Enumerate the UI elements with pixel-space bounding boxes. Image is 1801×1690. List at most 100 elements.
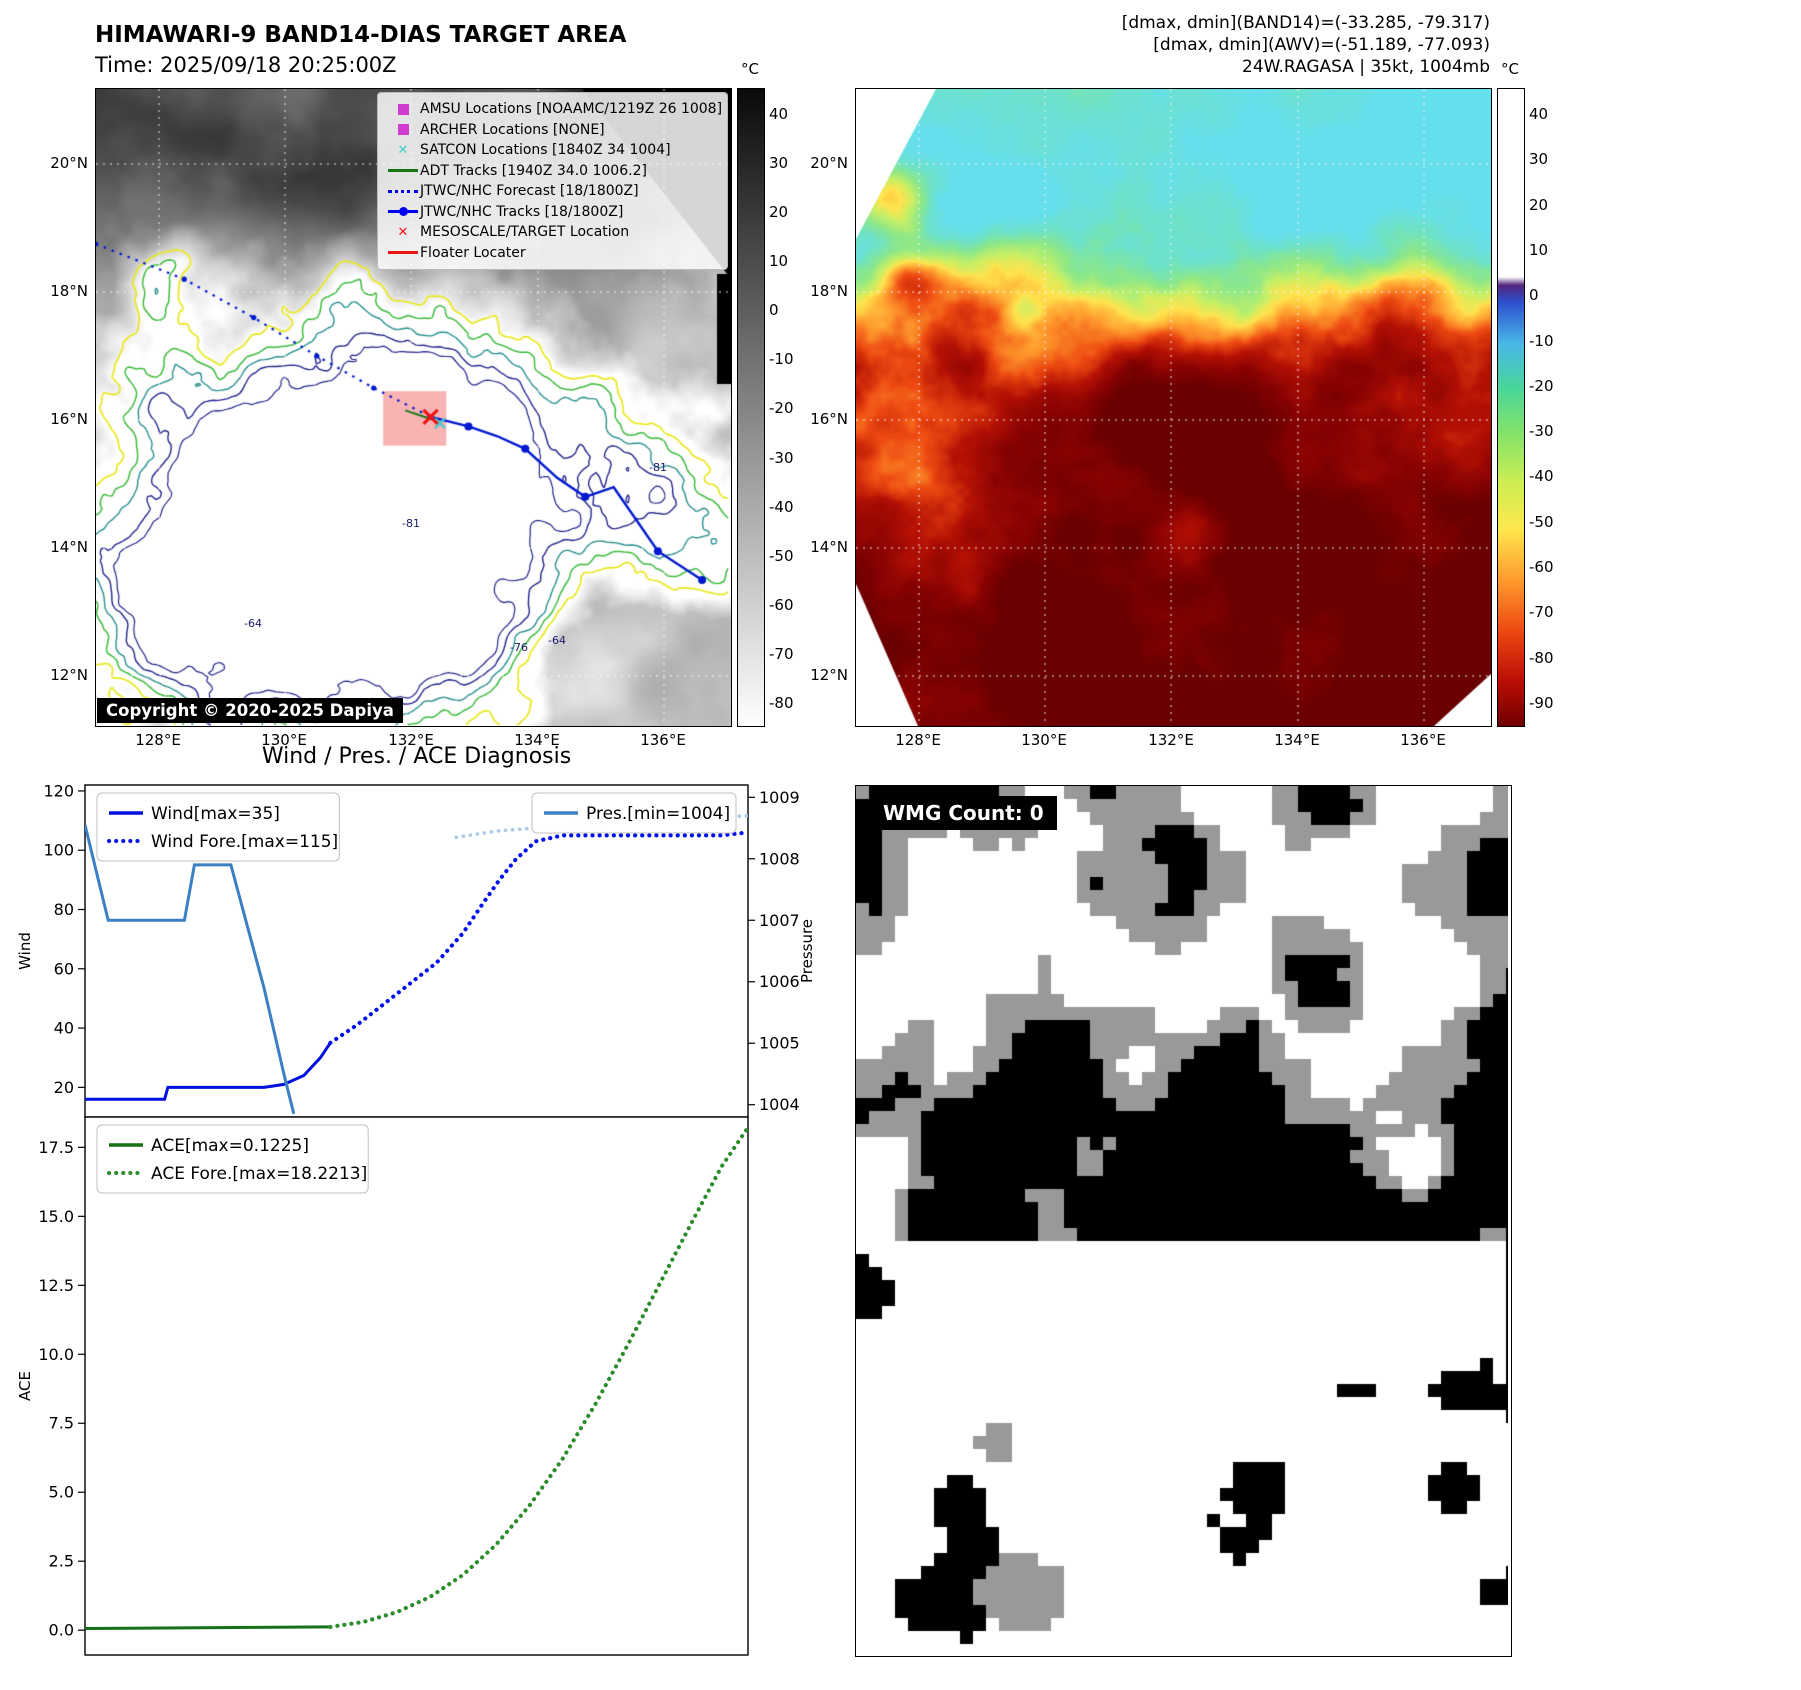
awv-lat-tick-label: 16°N <box>810 410 848 428</box>
y-tick-label: 40 <box>54 1019 74 1038</box>
copyright-label: Copyright © 2020-2025 Dapiya <box>97 698 403 723</box>
contour-value-label: -81 <box>649 461 667 474</box>
awv-header-line2: [dmax, dmin](AWV)=(-51.189, -77.093) <box>1153 35 1490 55</box>
awv-colorbar <box>1497 88 1525 727</box>
band14-lat-tick-label: 20°N <box>50 154 88 172</box>
y-tick-label: 2.5 <box>49 1552 74 1571</box>
series-pres-min-1004 <box>85 824 296 1115</box>
chart-legend-label: Wind Fore.[max=115] <box>151 832 338 852</box>
series-wind-max-35 <box>85 1042 332 1101</box>
band14-colorbar-tick-label: -70 <box>769 644 794 663</box>
band14-colorbar-tick-label: 10 <box>769 252 789 271</box>
y-tick-label: 120 <box>43 781 74 800</box>
band14-legend-label: ADT Tracks [1940Z 34.0 1006.2] <box>420 162 647 179</box>
awv-lon-tick-label: 136°E <box>1400 731 1446 749</box>
band14-legend-label: ARCHER Locations [NONE] <box>420 121 605 138</box>
awv-colorbar-tick-label: -40 <box>1529 467 1554 486</box>
band14-legend-item: ✕ MESOSCALE/TARGET Location <box>386 223 719 242</box>
y-tick-label: 100 <box>43 841 74 860</box>
chart-legend <box>531 792 737 834</box>
wmg-count-label: WMG Count: 0 <box>870 796 1057 830</box>
band14-header: HIMAWARI-9 BAND14-DIAS TARGET AREA Time:… <box>95 22 626 77</box>
band14-colorbar-tick-label: -30 <box>769 448 794 467</box>
diagnosis-charts: 20 40 60 80 100 120 1004 1005 1006 1007 1008 1009 Wi… <box>16 781 816 1656</box>
band14-legend-label: JTWC/NHC Tracks [18/1800Z] <box>420 203 624 220</box>
awv-lat-tick-label: 20°N <box>810 154 848 172</box>
awv-lat-tick-label: 18°N <box>810 282 848 300</box>
band14-lon-tick-label: 134°E <box>514 731 560 749</box>
contour-value-label: -64 <box>548 634 566 647</box>
contour-value-label: -81 <box>402 517 420 530</box>
band14-lat-tick-label: 16°N <box>50 410 88 428</box>
legend-x-icon: ✕ <box>397 142 409 158</box>
band14-colorbar-unit: °C <box>741 60 759 78</box>
band14-lon-tick-label: 128°E <box>135 731 181 749</box>
x-icon: ✕ <box>386 143 420 158</box>
chart-legend-label: Pres.[min=1004] <box>586 804 730 824</box>
series-ace-max-0-1225 <box>85 1625 331 1630</box>
band14-legend-label: AMSU Locations [NOAAMC/1219Z 26 1008] <box>420 101 723 118</box>
y-tick-label: 15.0 <box>38 1207 74 1226</box>
y-tick-right-label: 1005 <box>759 1034 800 1053</box>
diagnosis-title: Wind / Pres. / ACE Diagnosis <box>261 744 572 769</box>
awv-colorbar-tick-label: 0 <box>1529 286 1539 305</box>
y-tick-label: 7.5 <box>49 1414 74 1433</box>
band14-legend-label: JTWC/NHC Forecast [18/1800Z] <box>420 183 639 200</box>
y-tick-right-label: 1007 <box>759 911 800 930</box>
awv-lon-tick-label: 128°E <box>895 731 941 749</box>
band14-lat-tick-label: 14°N <box>50 538 88 556</box>
legend-line-icon <box>388 169 418 173</box>
awv-colorbar-tick-label: -60 <box>1529 558 1554 576</box>
band14-colorbar-tick-label: -20 <box>769 399 794 418</box>
awv-lon-tick-label: 134°E <box>1274 731 1320 749</box>
y-tick-label: 10.0 <box>38 1345 74 1364</box>
chart-legend <box>96 792 340 862</box>
x-icon: ✕ <box>386 225 420 240</box>
square-icon <box>386 103 420 115</box>
awv-colorbar-tick-label: 10 <box>1529 240 1549 259</box>
legend-x-icon: ✕ <box>397 224 409 240</box>
awv-colorbar-tick-label: -90 <box>1529 693 1554 712</box>
line-dot-icon <box>386 207 420 217</box>
band14-colorbar <box>737 88 765 727</box>
awv-colorbar-tick-label: -30 <box>1529 422 1554 441</box>
y-tick-right-label: 1009 <box>759 788 800 807</box>
y-tick-label: 0.0 <box>49 1621 74 1640</box>
band14-legend-item: Floater Locater <box>386 244 719 263</box>
band14-colorbar-tick-label: -60 <box>769 595 794 614</box>
contour-value-label: -64 <box>244 617 262 630</box>
band14-legend-label: MESOSCALE/TARGET Location <box>420 224 630 241</box>
awv-satellite-image <box>856 89 1491 726</box>
band14-colorbar-tick-label: 20 <box>769 203 789 222</box>
band14-lon-tick-label: 136°E <box>640 731 686 749</box>
chart-legend-label: ACE[max=0.1225] <box>151 1136 309 1156</box>
band14-colorbar-tick-label: 40 <box>769 105 789 123</box>
awv-lat-tick-label: 12°N <box>810 666 848 684</box>
legend-line-icon <box>388 251 418 255</box>
awv-header: [dmax, dmin](BAND14)=(-33.285, -79.317) … <box>1000 12 1490 78</box>
band14-colorbar-tick-label: 30 <box>769 154 789 173</box>
square-icon <box>386 124 420 136</box>
awv-colorbar-tick-label: 20 <box>1529 195 1549 214</box>
chart-legend <box>96 1124 369 1194</box>
band14-lat-tick-label: 12°N <box>50 666 88 684</box>
y-axis-right-label: Pressure <box>798 919 816 983</box>
band14-legend-item: ARCHER Locations [NONE] <box>386 121 719 140</box>
chart-frame <box>84 1116 749 1656</box>
band14-map: AMSU Locations [NOAAMC/1219Z 26 1008] ARC… <box>95 88 732 727</box>
awv-colorbar-tick-label: -20 <box>1529 376 1554 395</box>
legend-square-icon <box>397 103 409 115</box>
y-tick-label: 12.5 <box>38 1276 74 1295</box>
band14-lat-tick-label: 18°N <box>50 282 88 300</box>
awv-map <box>855 88 1492 727</box>
band14-legend-label: Floater Locater <box>420 244 526 261</box>
contour-value-label: -76 <box>510 641 528 654</box>
line-icon <box>386 251 420 255</box>
band14-legend-item: ADT Tracks [1940Z 34.0 1006.2] <box>386 162 719 181</box>
y-tick-label: 20 <box>54 1078 74 1097</box>
line-icon <box>386 169 420 173</box>
awv-colorbar-tick-label: -50 <box>1529 512 1554 531</box>
awv-colorbar-tick-label: 40 <box>1529 105 1549 123</box>
legend-dotted-line-icon <box>388 189 418 193</box>
chart-legend-label: ACE Fore.[max=18.2213] <box>151 1164 367 1184</box>
